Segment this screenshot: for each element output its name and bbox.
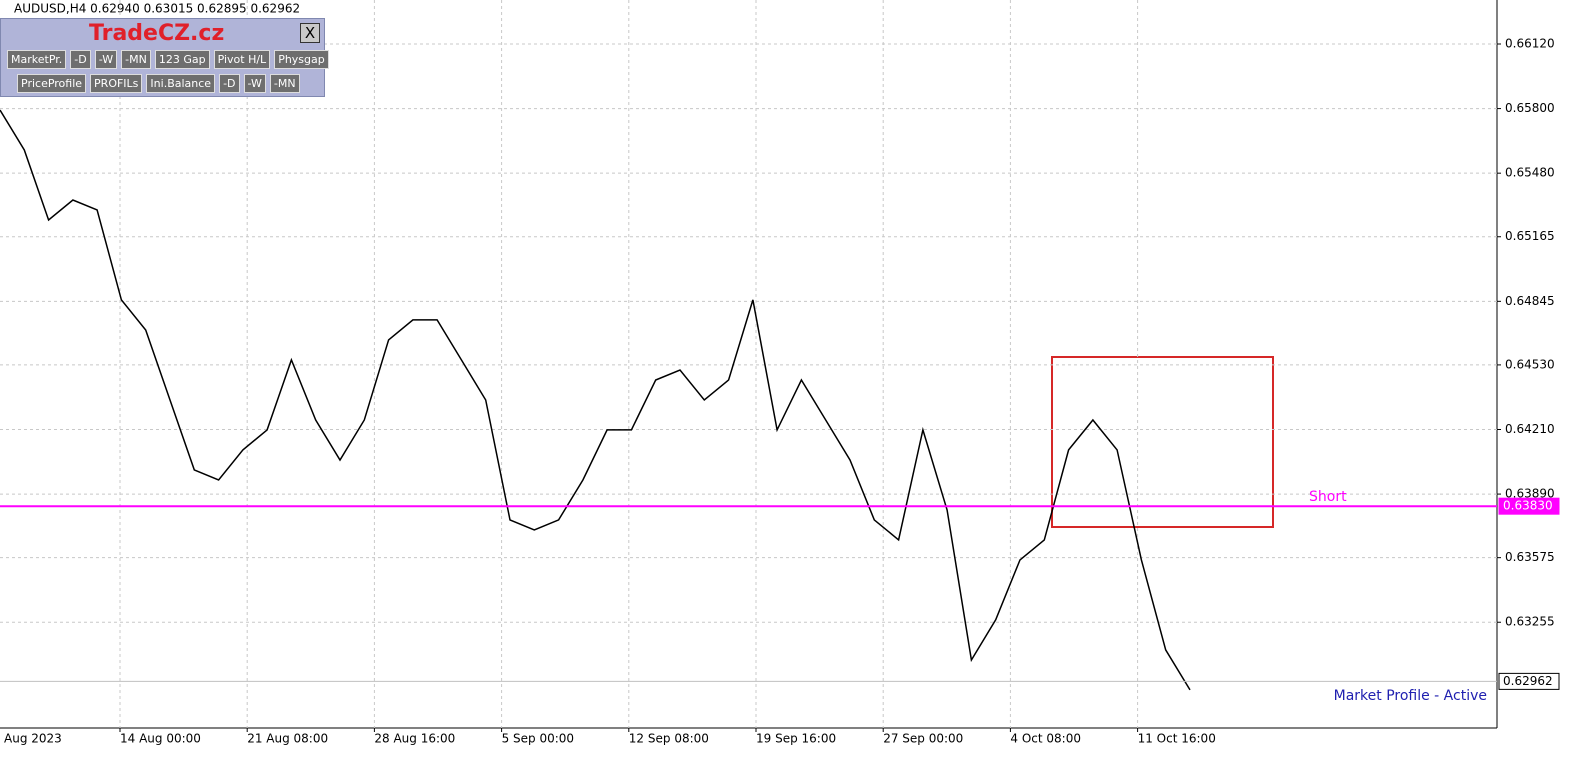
panel-button[interactable]: Pivot H/L (213, 50, 271, 69)
panel-button[interactable]: -D (219, 74, 240, 93)
price-tick-label: 0.63575 (1505, 550, 1555, 564)
time-tick-label: 21 Aug 08:00 (247, 732, 328, 746)
button-row: PriceProfile PROFILs Ini.Balance -D -W -MN (17, 74, 300, 93)
panel-button[interactable]: MarketPr. (7, 50, 67, 69)
panel-button[interactable]: -MN (121, 50, 151, 69)
highlight-box (1051, 356, 1274, 528)
price-tick-label: 0.65800 (1505, 101, 1555, 115)
time-tick-label: 19 Sep 16:00 (756, 732, 836, 746)
time-tick-label: 11 Oct 16:00 (1138, 732, 1216, 746)
panel-button[interactable]: PriceProfile (17, 74, 87, 93)
panel-button[interactable]: PROFILs (90, 74, 143, 93)
panel-button[interactable]: Physgap (274, 50, 329, 69)
time-tick-label: 28 Aug 16:00 (374, 732, 455, 746)
price-level-label: 0.62962 (1503, 674, 1553, 688)
price-tick-label: 0.63255 (1505, 615, 1555, 629)
price-tick-label: 0.64530 (1505, 357, 1555, 371)
time-tick-label: 12 Sep 08:00 (629, 732, 709, 746)
panel-button[interactable]: Ini.Balance (146, 74, 216, 93)
panel-title: TradeCZ.cz (89, 21, 225, 46)
time-tick-label: 27 Sep 00:00 (883, 732, 963, 746)
price-line (0, 109, 1191, 691)
price-level-box (1498, 672, 1560, 690)
price-tick-label: 0.64845 (1505, 294, 1555, 308)
time-tick-label: Aug 2023 (4, 732, 62, 746)
price-tick-label: 0.63890 (1505, 487, 1555, 501)
close-button[interactable]: X (300, 23, 320, 43)
panel-button[interactable]: -W (94, 50, 118, 69)
time-tick-label: 4 Oct 08:00 (1010, 732, 1081, 746)
button-row: MarketPr. -D -W -MN 123 Gap Pivot H/L Physgap (7, 50, 329, 69)
price-tick-label: 0.66120 (1505, 36, 1555, 50)
price-level-label: 0.63830 (1503, 499, 1553, 513)
price-tick-label: 0.65480 (1505, 166, 1555, 180)
time-tick-label: 5 Sep 00:00 (502, 732, 574, 746)
time-tick-label: 14 Aug 00:00 (120, 732, 201, 746)
panel-button[interactable]: 123 Gap (154, 50, 210, 69)
panel-button[interactable]: -MN (269, 74, 300, 93)
tool-panel: TradeCZ.cz X MarketPr. -D -W -MN 123 Gap Pivo… (0, 18, 329, 97)
level-note: Short (1309, 489, 1347, 505)
symbol-header: AUDUSD,H4 0.62940 0.63015 0.62895 0.6296… (14, 2, 300, 16)
price-tick-label: 0.64210 (1505, 422, 1555, 436)
status-text: Market Profile - Active (1334, 688, 1487, 704)
panel-button[interactable]: -W (243, 74, 266, 93)
price-tick-label: 0.65165 (1505, 229, 1555, 243)
price-level-box (1498, 497, 1560, 515)
panel-button[interactable]: -D (70, 50, 91, 69)
